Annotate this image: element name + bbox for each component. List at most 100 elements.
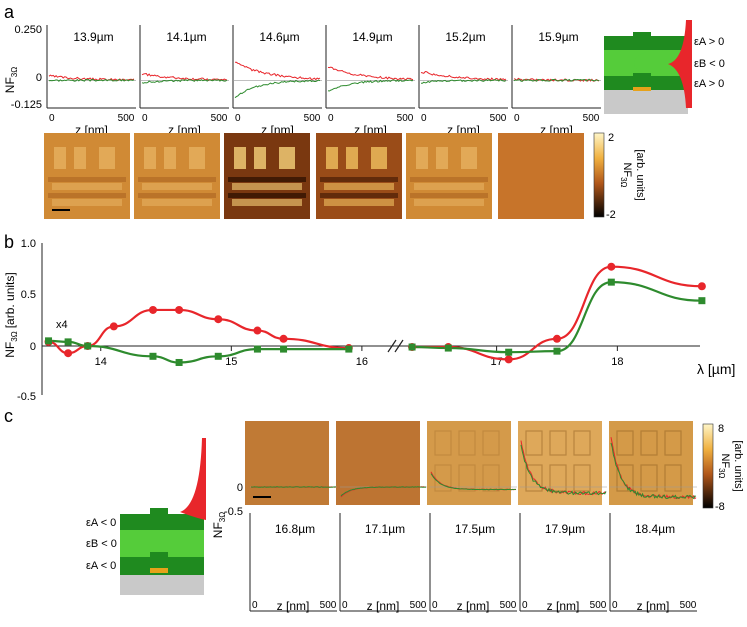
panel-c-plot-1: 16.8µm 0 500 z [nm] — [249, 486, 337, 613]
panel-b-ytick-0: 0 — [30, 341, 36, 353]
panel-c-plot-3: 17.5µm 0 500 z [nm] — [429, 471, 517, 613]
panel-a-colorbar-units: [arb. units] — [634, 149, 646, 200]
panel-b-red-point — [607, 262, 616, 271]
panel-a-plot-xtick-500: 500 — [211, 113, 228, 124]
panel-a-image-feature — [74, 147, 86, 169]
panel-c-image-feature — [616, 464, 634, 492]
panel-b: NF3Ω[arb. units] 1.0 0.5 0 -0.5 x4 λ [µm… — [3, 238, 735, 403]
panel-c-image-feature — [616, 430, 634, 456]
panel-c-plot-xtick-500: 500 — [590, 600, 607, 611]
panel-b-red-curve — [48, 308, 349, 355]
panel-b-red-point — [253, 326, 262, 335]
panel-b-axis-break — [387, 339, 404, 353]
panel-b-ytick--0.5: -0.5 — [17, 391, 36, 403]
panel-a-image-band — [138, 193, 216, 198]
panel-a-plot-green-trace — [421, 78, 507, 84]
panel-a-plot-green-trace — [141, 79, 228, 84]
panel-a-image-band — [48, 177, 126, 182]
panel-c-schematic-label-mid: εB < 0 — [86, 538, 117, 550]
panel-a-image-3 — [224, 133, 310, 219]
panel-b-annotation: x4 — [56, 319, 68, 331]
panel-a-plot-xtick-0: 0 — [142, 113, 148, 124]
panel-a-schematic-label-top: εA > 0 — [694, 36, 724, 48]
panel-a-image-band — [142, 199, 212, 206]
panel-a-image-band — [324, 199, 394, 206]
panel-b-ytick-0.5: 0.5 — [21, 289, 36, 301]
panel-a-letter: a — [4, 2, 15, 22]
panel-a-image-background — [44, 133, 130, 219]
panel-a-colorbar-min: -2 — [606, 209, 616, 221]
panel-b-letter: b — [4, 232, 14, 252]
panel-b-red-point — [148, 305, 157, 314]
panel-b-xtick-label: 18 — [611, 356, 623, 368]
panel-a-image-band — [138, 177, 216, 182]
panel-a-plot-xtick-500: 500 — [304, 113, 321, 124]
panel-a-image-band — [410, 177, 488, 182]
panel-c-image-feature — [573, 464, 591, 492]
panel-c-image-background — [427, 421, 511, 505]
panel-a-image-band — [414, 183, 484, 190]
panel-a-image-feature — [144, 147, 156, 169]
panel-c-image-feature — [525, 430, 543, 456]
panel-b-green-point — [607, 278, 615, 286]
panel-b-green-point — [45, 337, 53, 345]
panel-b-green-point — [84, 342, 92, 350]
panel-a-image-band — [320, 177, 398, 182]
panel-a-plot-red-trace — [141, 72, 228, 82]
panel-a-plot-xtick-0: 0 — [514, 113, 520, 124]
panel-c-image-feature — [664, 464, 682, 492]
panel-c-colorbar-max: 8 — [718, 423, 724, 435]
panel-c-colorbar-units: [arb. units] — [732, 440, 744, 491]
panel-c-plot-xlabel: z [nm] — [547, 599, 580, 613]
panel-c-image-background — [336, 421, 420, 505]
panel-a-image-feature — [346, 147, 358, 169]
panel-b-xtick-label: 15 — [225, 356, 237, 368]
panel-b-green-point — [175, 358, 183, 366]
panel-a-plot-xtick-500: 500 — [118, 113, 135, 124]
panel-a-plot-xtick-0: 0 — [421, 113, 427, 124]
panel-a-image-feature — [99, 147, 115, 169]
panel-c-ytick-zero: 0 — [237, 482, 243, 494]
panel-c-schematic: εA < 0 εB < 0 εA < 0 — [86, 438, 206, 595]
panel-c-image-feature — [549, 430, 567, 456]
panel-b-xtick-label: 14 — [95, 356, 107, 368]
panel-c-schematic-label-bottom: εA < 0 — [86, 560, 116, 572]
panel-a-image-band — [324, 183, 394, 190]
panel-a-image-band — [232, 183, 302, 190]
panel-a-plot-title: 14.1µm — [166, 30, 206, 44]
panel-c-image-background — [609, 421, 693, 505]
panel-a-image-background — [406, 133, 492, 219]
panel-b-green-point — [280, 345, 288, 353]
panel-c-ylabel: NF3Ω — [211, 512, 227, 538]
panel-a-plot-xtick-500: 500 — [583, 113, 600, 124]
panel-a-image-band — [228, 177, 306, 182]
panel-a-image-feature — [326, 147, 338, 169]
panel-c-plot-green-trace — [430, 473, 517, 491]
panel-a-image-4 — [316, 133, 402, 219]
panel-c-plot-xtick-0: 0 — [612, 600, 618, 611]
panel-b-ytick-1: 1.0 — [21, 238, 36, 250]
panel-c-plot-xtick-500: 500 — [410, 600, 427, 611]
panel-a-image-feature — [254, 147, 266, 169]
panel-c-plot-green-trace — [340, 486, 427, 497]
panel-b-green-point — [553, 347, 561, 355]
panel-a-image-band — [142, 183, 212, 190]
panel-c-plot-title: 17.9µm — [545, 522, 585, 536]
panel-a-image-feature — [189, 147, 205, 169]
panel-c-image-5 — [609, 421, 693, 505]
panel-a-image-feature — [416, 147, 428, 169]
panel-b-xlabel: λ [µm] — [697, 361, 735, 377]
panel-c-plot-xlabel: z [nm] — [367, 599, 400, 613]
panel-a-colorbar-label: NF3Ω — [619, 162, 633, 187]
panel-b-green-point — [698, 297, 706, 305]
panel-a-schematic: εA > 0 εB < 0 εA > 0 — [604, 20, 725, 114]
panel-a-plot-green-trace — [513, 78, 600, 82]
panel-c-plot-green-trace — [520, 444, 607, 496]
panel-b-green-point — [253, 345, 261, 353]
panel-a-plot-title: 14.6µm — [259, 30, 299, 44]
panel-c-plot-green-trace — [610, 442, 697, 500]
